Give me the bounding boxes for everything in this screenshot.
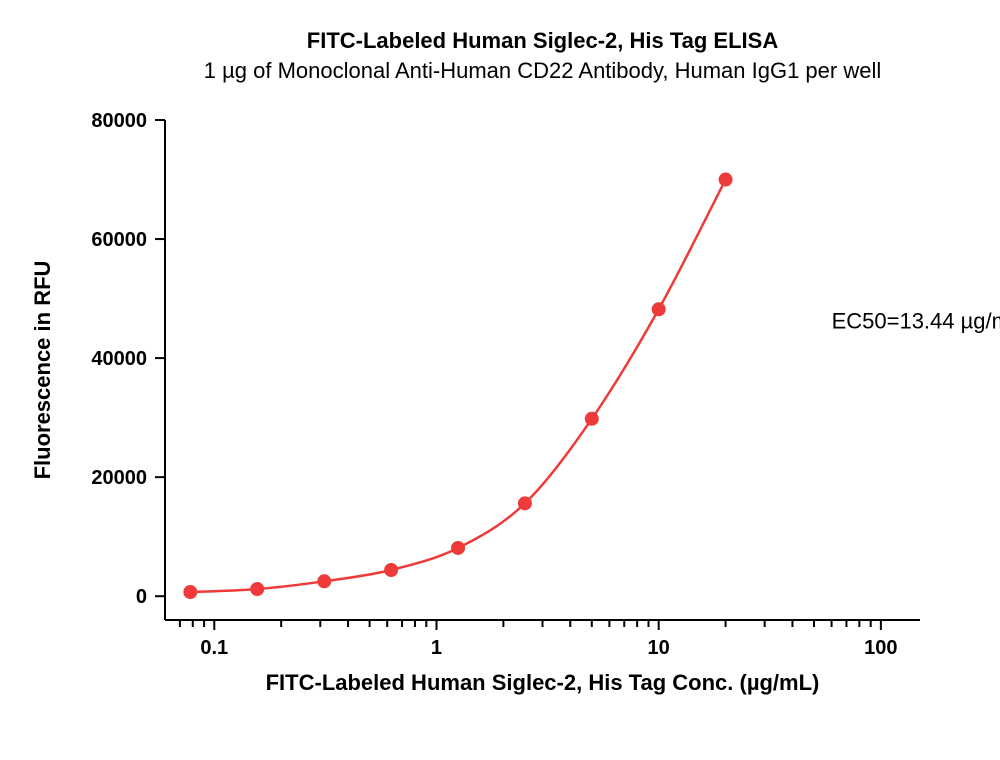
data-point	[719, 173, 733, 187]
data-point	[317, 574, 331, 588]
ec50-annotation: EC50=13.44 µg/mL	[832, 308, 1000, 333]
data-point	[652, 302, 666, 316]
x-tick-label: 1	[431, 637, 442, 659]
data-point	[183, 585, 197, 599]
y-tick-label: 60000	[91, 229, 147, 251]
dose-response-curve	[190, 180, 725, 593]
chart-svg: FITC-Labeled Human Siglec-2, His Tag ELI…	[0, 0, 1000, 760]
x-tick-label: 0.1	[200, 637, 228, 659]
x-tick-label: 10	[648, 637, 670, 659]
x-tick-label: 100	[864, 637, 897, 659]
data-point	[384, 563, 398, 577]
data-point	[518, 496, 532, 510]
y-tick-label: 80000	[91, 110, 147, 132]
data-point	[250, 582, 264, 596]
elisa-chart: FITC-Labeled Human Siglec-2, His Tag ELI…	[0, 0, 1000, 760]
x-axis-label: FITC-Labeled Human Siglec-2, His Tag Con…	[266, 670, 820, 695]
y-axis-label: Fluorescence in RFU	[30, 261, 55, 480]
data-point	[451, 541, 465, 555]
y-tick-label: 20000	[91, 467, 147, 489]
chart-title: FITC-Labeled Human Siglec-2, His Tag ELI…	[307, 28, 779, 53]
chart-subtitle: 1 µg of Monoclonal Anti-Human CD22 Antib…	[204, 58, 882, 83]
data-point	[585, 412, 599, 426]
y-tick-label: 40000	[91, 348, 147, 370]
y-tick-label: 0	[136, 586, 147, 608]
